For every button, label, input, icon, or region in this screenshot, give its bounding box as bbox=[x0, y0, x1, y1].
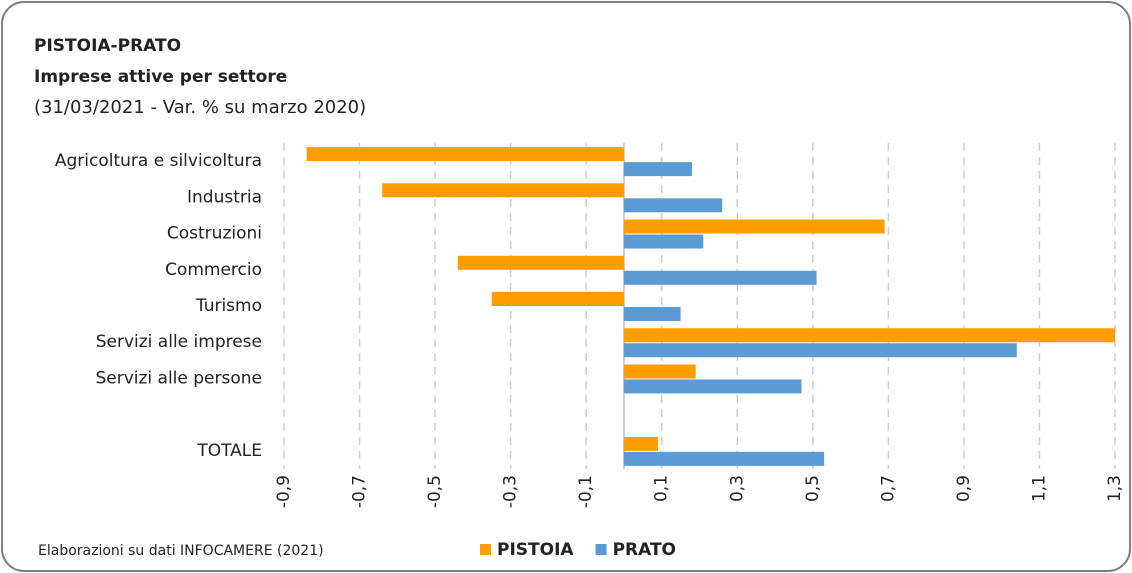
bar bbox=[623, 234, 704, 249]
bar bbox=[623, 436, 658, 451]
x-tick-label: 0,5 bbox=[803, 475, 823, 502]
chart-subtitle: Imprese attive per settore bbox=[34, 67, 287, 87]
x-tick-label: 0,7 bbox=[878, 475, 898, 502]
x-tick-label: -0,3 bbox=[501, 475, 521, 508]
x-tick-label: -0,5 bbox=[425, 475, 445, 508]
x-tick-label: -0,9 bbox=[274, 475, 294, 508]
bar bbox=[623, 219, 885, 234]
x-tick-label: -0,7 bbox=[350, 475, 370, 508]
y-tick-label: Servizi alle persone bbox=[95, 368, 262, 388]
y-tick-label: Agricoltura e silvicoltura bbox=[55, 151, 262, 171]
y-tick-label: Costruzioni bbox=[167, 224, 262, 244]
bar bbox=[623, 364, 696, 379]
bar bbox=[306, 147, 624, 162]
legend-label: PRATO bbox=[613, 540, 676, 560]
y-tick-label: Commercio bbox=[165, 260, 262, 280]
y-tick-label: Industria bbox=[187, 187, 262, 207]
y-tick-label: TOTALE bbox=[196, 441, 262, 461]
bar bbox=[623, 198, 723, 213]
bar bbox=[623, 162, 692, 177]
x-tick-label: 1,1 bbox=[1029, 475, 1049, 502]
x-tick-label: 0,9 bbox=[954, 475, 974, 502]
bar bbox=[382, 183, 624, 198]
legend-label: PISTOIA bbox=[497, 540, 574, 560]
chart-caption: (31/03/2021 - Var. % su marzo 2020) bbox=[34, 97, 366, 118]
bar bbox=[623, 451, 825, 466]
legend-swatch bbox=[595, 544, 607, 555]
x-tick-label: 1,3 bbox=[1105, 475, 1125, 502]
x-tick-label: 0,1 bbox=[652, 475, 672, 502]
y-tick-label: Turismo bbox=[195, 296, 262, 316]
bar bbox=[491, 292, 624, 306]
bar bbox=[623, 270, 817, 285]
bar bbox=[623, 379, 802, 394]
y-tick-label: Servizi alle imprese bbox=[96, 332, 262, 352]
bar bbox=[623, 328, 1115, 343]
x-tick-label: 0,3 bbox=[727, 475, 747, 502]
legend-swatch bbox=[480, 544, 491, 555]
bar bbox=[457, 255, 624, 270]
chart-title: PISTOIA-PRATO bbox=[34, 36, 181, 56]
source-note: Elaborazioni su dati INFOCAMERE (2021) bbox=[38, 543, 324, 559]
bar bbox=[623, 343, 1017, 358]
x-tick-label: -0,1 bbox=[576, 475, 596, 508]
bar bbox=[623, 307, 681, 321]
